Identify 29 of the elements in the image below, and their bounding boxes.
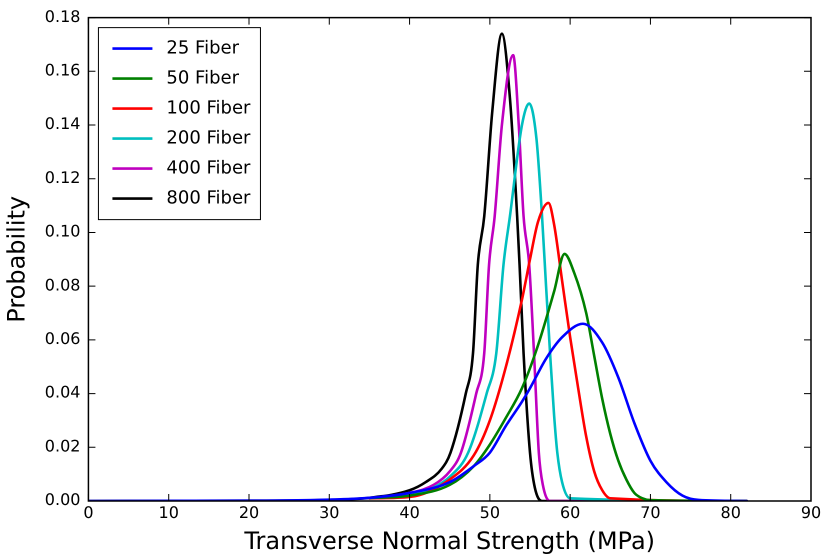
y-tick-label: 0.16 — [44, 60, 80, 80]
y-tick-label: 0.10 — [44, 222, 80, 241]
legend-label: 25 Fiber — [166, 37, 240, 58]
y-tick-label: 0.00 — [44, 490, 80, 510]
x-tick-label: 90 — [800, 502, 822, 522]
legend-label: 100 Fiber — [166, 97, 252, 118]
x-tick-label: 0 — [83, 502, 94, 522]
y-tick-label: 0.04 — [44, 382, 80, 402]
x-tick-label: 10 — [158, 502, 179, 522]
x-tick-label: 80 — [720, 502, 741, 522]
x-tick-label: 40 — [399, 502, 420, 522]
y-axis-title: Probability — [2, 196, 31, 323]
y-tick-label: 0.06 — [44, 329, 80, 348]
x-axis-title: Transverse Normal Strength (MPa) — [243, 526, 656, 555]
legend-label: 50 Fiber — [166, 67, 240, 88]
y-tick-label: 0.12 — [44, 168, 80, 187]
x-tick-label: 60 — [560, 502, 580, 522]
legend-label: 800 Fiber — [166, 187, 252, 208]
line-series — [88, 322, 748, 501]
y-tick-label: 0.02 — [44, 436, 80, 456]
y-tick-label: 0.08 — [44, 275, 80, 294]
legend-label: 200 Fiber — [166, 127, 252, 148]
x-tick-label: 70 — [640, 502, 661, 522]
y-tick-label: 0.14 — [44, 114, 80, 134]
x-tick-label: 20 — [238, 502, 260, 522]
y-tick-label: 0.18 — [44, 6, 80, 26]
x-tick-label: 30 — [319, 502, 340, 522]
x-tick-label: 50 — [480, 502, 500, 522]
legend-label: 400 Fiber — [166, 157, 252, 178]
